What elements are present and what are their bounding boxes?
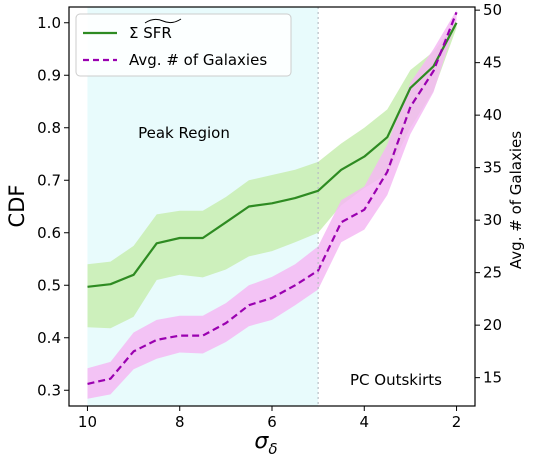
y-left-tick-label: 0.4 [37,329,61,347]
y-right-tick-label: 20 [483,316,502,334]
lines-layer [87,7,458,406]
y-right-tick-label: 50 [483,1,502,19]
y-right-tick-label: 40 [483,106,502,124]
y-right-tick-label: 35 [483,159,502,177]
tilde-mark [144,18,182,24]
y-left-tick-label: 0.5 [37,276,61,294]
bands-layer [87,10,457,399]
y-right-tick-label: 45 [483,54,502,72]
legend-box [75,13,292,77]
y-left-tick-label: 1.0 [37,14,61,32]
x-tick-label: 4 [359,413,369,431]
series-line-1 [87,11,458,385]
x-axis-label: σδ [254,429,277,458]
y-left-tick-label: 0.3 [37,381,61,399]
ticks-layer: 10 8 6 4 2 0.3 0.4 0.5 0.6 0.7 0.8 0.9 1.0 15 20 25 30 35… [37,1,502,431]
x-tick-label: 2 [452,413,462,431]
y-left-tick-label: 0.7 [37,171,61,189]
series-band-1 [87,10,457,399]
y-right-tick-label: 15 [483,369,502,387]
pc-outskirts-annotation: PC Outskirts [350,371,442,389]
y-left-tick-label: 0.9 [37,66,61,84]
y-axis-label-right: Avg. # of Galaxies [507,131,525,269]
series-band-0 [87,22,457,329]
x-tick-label: 6 [267,413,277,431]
legend-label-galaxies: Avg. # of Galaxies [129,51,267,69]
y-right-tick-label: 25 [483,264,502,282]
y-right-tick-label: 30 [483,211,502,229]
y-left-tick-label: 0.6 [37,224,61,242]
legend: Σ SFR Avg. # of Galaxies [75,13,292,77]
peak-region-label: Peak Region [138,124,230,142]
legend-label-sfr: Σ SFR [129,24,172,42]
y-left-tick-label: 0.8 [37,119,61,137]
x-tick-label: 10 [78,413,97,431]
x-tick-label: 8 [175,413,185,431]
series-line-0 [87,22,458,288]
y-axis-label-left: CDF [5,185,29,228]
